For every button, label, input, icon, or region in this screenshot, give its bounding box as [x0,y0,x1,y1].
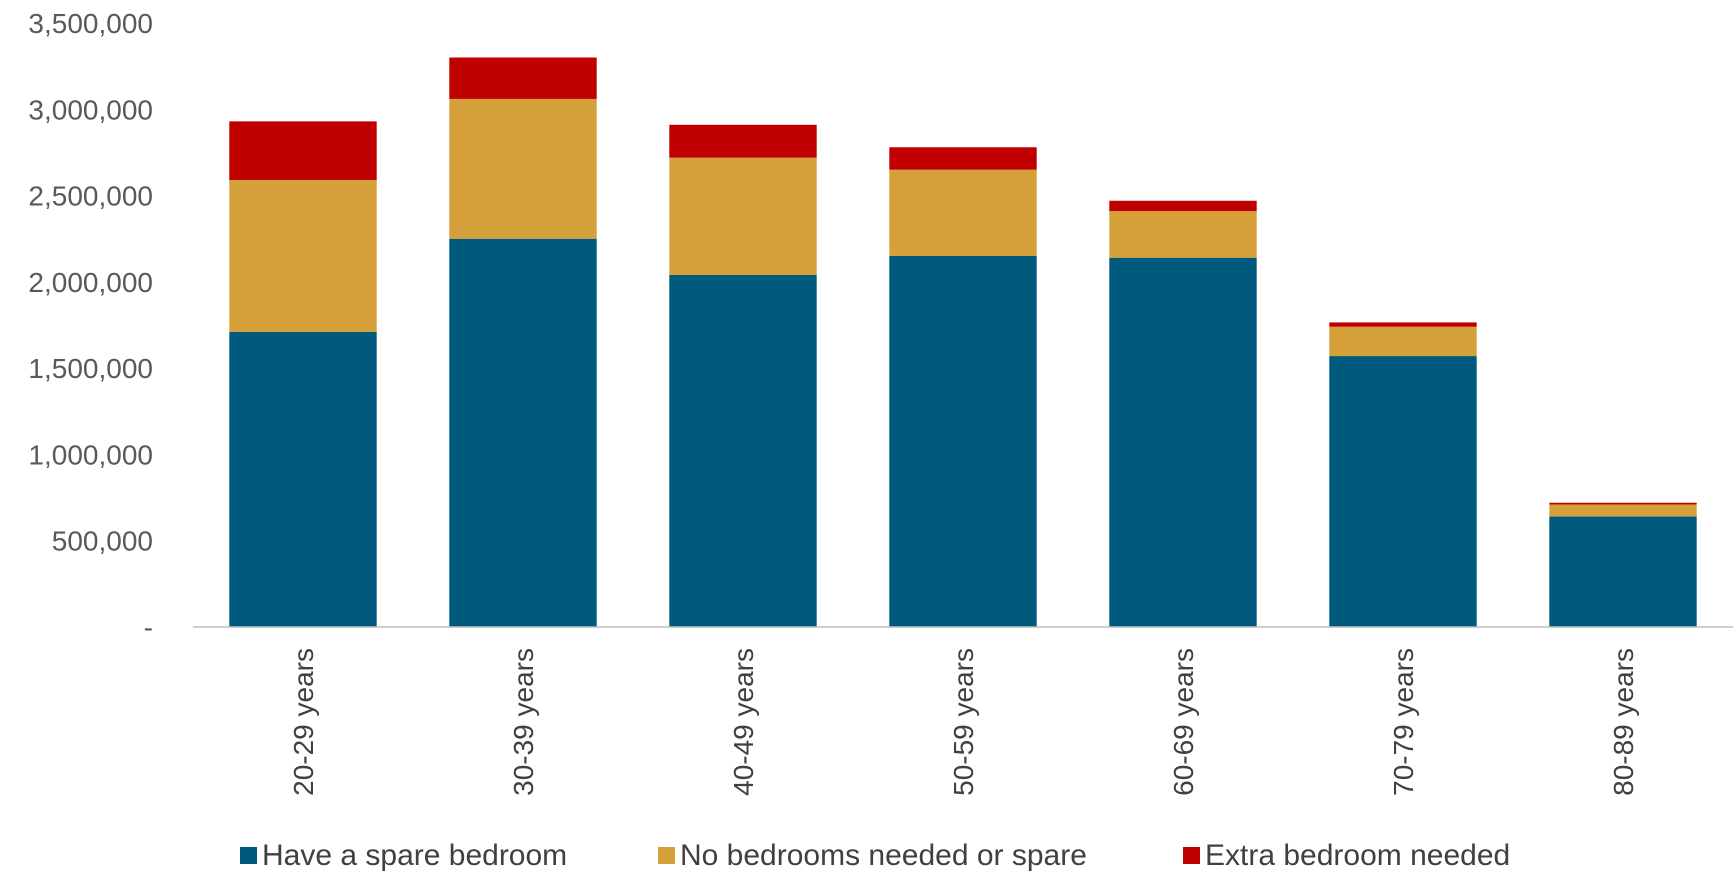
x-tick-label: 80-89 years [1608,648,1639,796]
bar-segment-have-a-spare-bedroom [229,331,377,627]
y-tick-label: 500,000 [52,526,153,557]
bar-segment-have-a-spare-bedroom [1329,356,1477,627]
bar-segment-have-a-spare-bedroom [449,238,597,627]
y-axis: - 500,000 1,000,000 1,500,000 2,000,000 2,500… [28,8,153,643]
bar-segment-have-a-spare-bedroom [669,274,817,627]
x-axis: 20-29 years 30-39 years 40-49 years 50-59 y… [288,648,1639,796]
x-tick-label: 60-69 years [1168,648,1199,796]
bar-segment-no-bedrooms-needed-or-spare [1549,504,1697,517]
legend-label: Extra bedroom needed [1205,839,1510,872]
bar-segment-extra-bedroom-needed [669,124,817,158]
legend-label: Have a spare bedroom [262,839,567,872]
legend-swatch [1183,847,1200,864]
bar-segment-no-bedrooms-needed-or-spare [669,157,817,275]
legend-label: No bedrooms needed or spare [680,839,1087,872]
legend: Have a spare bedroom No bedrooms needed o… [240,839,1510,872]
legend-swatch [240,847,257,864]
bar-segment-extra-bedroom-needed [889,147,1037,170]
y-tick-label: 1,000,000 [28,439,153,470]
bar-segment-no-bedrooms-needed-or-spare [229,180,377,332]
y-tick-label: 1,500,000 [28,353,153,384]
y-tick-label: 3,500,000 [28,8,153,39]
bar-segment-extra-bedroom-needed [1549,502,1697,505]
bar-segment-no-bedrooms-needed-or-spare [1329,326,1477,357]
y-tick-label: 2,000,000 [28,267,153,298]
bar-segment-no-bedrooms-needed-or-spare [449,98,597,239]
bar-segment-extra-bedroom-needed [449,57,597,99]
x-tick-label: 50-59 years [948,648,979,796]
x-tick-label: 40-49 years [728,648,759,796]
y-tick-label: - [144,612,153,643]
y-tick-label: 2,500,000 [28,181,153,212]
x-tick-label: 70-79 years [1388,648,1419,796]
legend-item: Extra bedroom needed [1183,839,1510,872]
bar-segment-no-bedrooms-needed-or-spare [889,169,1037,256]
bar-segment-no-bedrooms-needed-or-spare [1109,211,1257,258]
legend-item: Have a spare bedroom [240,839,567,872]
bar-segment-have-a-spare-bedroom [889,255,1037,627]
bar-segment-extra-bedroom-needed [1109,200,1257,212]
bar-segment-extra-bedroom-needed [1329,322,1477,327]
bars [229,57,1697,627]
bar-segment-extra-bedroom-needed [229,121,377,181]
x-tick-label: 20-29 years [288,648,319,796]
y-tick-label: 3,000,000 [28,94,153,125]
x-tick-label: 30-39 years [508,648,539,796]
bar-segment-have-a-spare-bedroom [1109,257,1257,627]
legend-item: No bedrooms needed or spare [658,839,1087,872]
bar-segment-have-a-spare-bedroom [1549,516,1697,627]
legend-swatch [658,847,675,864]
